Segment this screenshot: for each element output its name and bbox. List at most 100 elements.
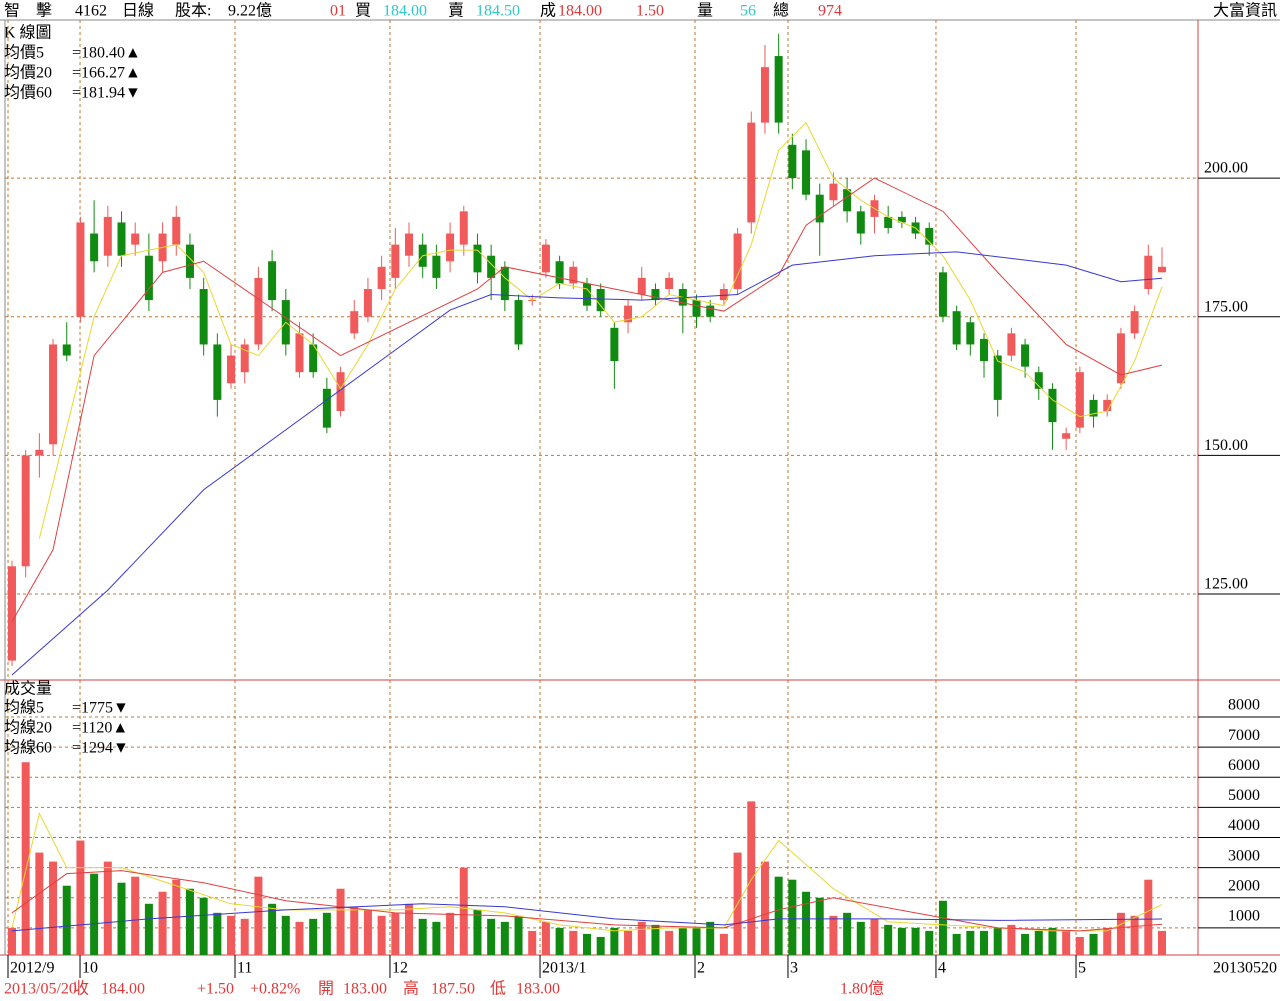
- x-tick-label: 2013/1: [542, 960, 586, 977]
- volume-bar: [665, 930, 674, 955]
- volume-bar: [459, 867, 468, 955]
- volume-bar: [856, 921, 865, 955]
- stock-name: 智 擊: [4, 2, 52, 20]
- candle-body: [7, 566, 16, 661]
- candle-body: [391, 244, 400, 278]
- candle-body: [377, 266, 386, 289]
- candle-body: [446, 233, 455, 262]
- candle-body: [459, 211, 468, 245]
- volume-bar: [268, 903, 277, 955]
- legend-value: =1294▼: [72, 740, 129, 757]
- volume-bar: [473, 909, 482, 955]
- volume-bar: [528, 930, 537, 955]
- candle-body: [541, 244, 550, 273]
- x-tick-label: 2: [697, 960, 705, 977]
- candle-body: [1034, 372, 1043, 389]
- candle-body: [774, 56, 783, 123]
- candle-body: [980, 338, 989, 362]
- bid-label: 買: [355, 3, 371, 20]
- volume-title: 成交量: [4, 680, 52, 698]
- candle-body: [856, 211, 865, 234]
- legend-value: =181.94▼: [72, 85, 141, 102]
- candle-body: [733, 233, 742, 289]
- candle-body: [514, 300, 523, 345]
- volume-bar: [1048, 927, 1057, 955]
- volume-bar: [706, 921, 715, 955]
- candle-body: [925, 227, 934, 245]
- candle-body: [21, 455, 30, 567]
- high-label: 高: [403, 980, 419, 998]
- volume-bar: [1144, 879, 1153, 955]
- candle-body: [76, 222, 85, 317]
- candle-body: [952, 311, 961, 345]
- legend-value: =1775▼: [72, 700, 129, 717]
- legend-value: =166.27▲: [72, 65, 141, 82]
- low-label: 低: [490, 980, 506, 998]
- candle-body: [582, 283, 591, 306]
- low: 183.00: [516, 981, 560, 998]
- candle-body: [172, 216, 181, 245]
- volume-bar: [322, 912, 331, 955]
- candle-body: [309, 344, 318, 373]
- volume-bar: [1034, 930, 1043, 955]
- volume-bar: [1157, 930, 1166, 955]
- candle-body: [719, 288, 728, 301]
- change-pct: +0.82%: [250, 981, 300, 998]
- volume-bar: [1062, 930, 1071, 955]
- period: 日線: [122, 2, 154, 20]
- volume-bar: [432, 921, 441, 955]
- candle-body: [624, 305, 633, 323]
- candle-body: [144, 255, 153, 301]
- volume-bar: [925, 930, 934, 955]
- volume-bar: [966, 930, 975, 955]
- volume-bar: [185, 888, 194, 955]
- candle-body: [747, 122, 756, 223]
- candle-body: [322, 388, 331, 428]
- volume-bar: [952, 933, 961, 955]
- bid: 184.00: [383, 3, 427, 20]
- volume-bar: [391, 912, 400, 955]
- candle-body: [350, 311, 359, 334]
- volume-bar: [815, 897, 824, 955]
- volume-bar: [405, 903, 414, 955]
- volume-bar: [569, 930, 578, 955]
- volume-bar: [144, 903, 153, 955]
- y-tick-label: 6000: [1228, 757, 1260, 774]
- volume-bar: [35, 852, 44, 955]
- y-tick-label: 200.00: [1204, 160, 1248, 177]
- candle-body: [555, 261, 564, 284]
- volume-bar: [1103, 927, 1112, 955]
- candle-body: [363, 288, 372, 317]
- candle-body: [1116, 333, 1125, 384]
- volume-bar: [596, 936, 605, 955]
- candle-body: [665, 277, 674, 289]
- volume-bar: [1021, 933, 1030, 955]
- candle-body: [500, 266, 509, 301]
- candle-body: [103, 216, 112, 256]
- volume-bar: [131, 876, 140, 955]
- candle-body: [829, 183, 838, 201]
- volume-bar: [76, 840, 85, 955]
- ma-line: [11, 903, 1162, 932]
- candle-body: [637, 277, 646, 295]
- candle-body: [596, 288, 605, 312]
- x-tick-label: 2012/9: [10, 960, 54, 977]
- volume-bar: [980, 930, 989, 955]
- candle-body: [760, 67, 769, 123]
- volume-bar: [829, 915, 838, 955]
- volume-label: 量: [697, 3, 713, 20]
- ma-line: [11, 870, 1163, 932]
- candle-body: [706, 305, 715, 317]
- legend-name: 均線5: [4, 699, 44, 717]
- candle-body: [1089, 399, 1098, 417]
- volume-bar: [1116, 912, 1125, 955]
- legend-name: 均線60: [4, 739, 52, 757]
- stock-code: 4162: [75, 3, 107, 20]
- volume-bar: [295, 921, 304, 955]
- candle-body: [227, 355, 236, 384]
- volume-bar: [7, 927, 16, 955]
- volume-bar: [870, 918, 879, 955]
- legend-value: =180.40▲: [72, 45, 141, 62]
- candle-body: [1021, 344, 1030, 367]
